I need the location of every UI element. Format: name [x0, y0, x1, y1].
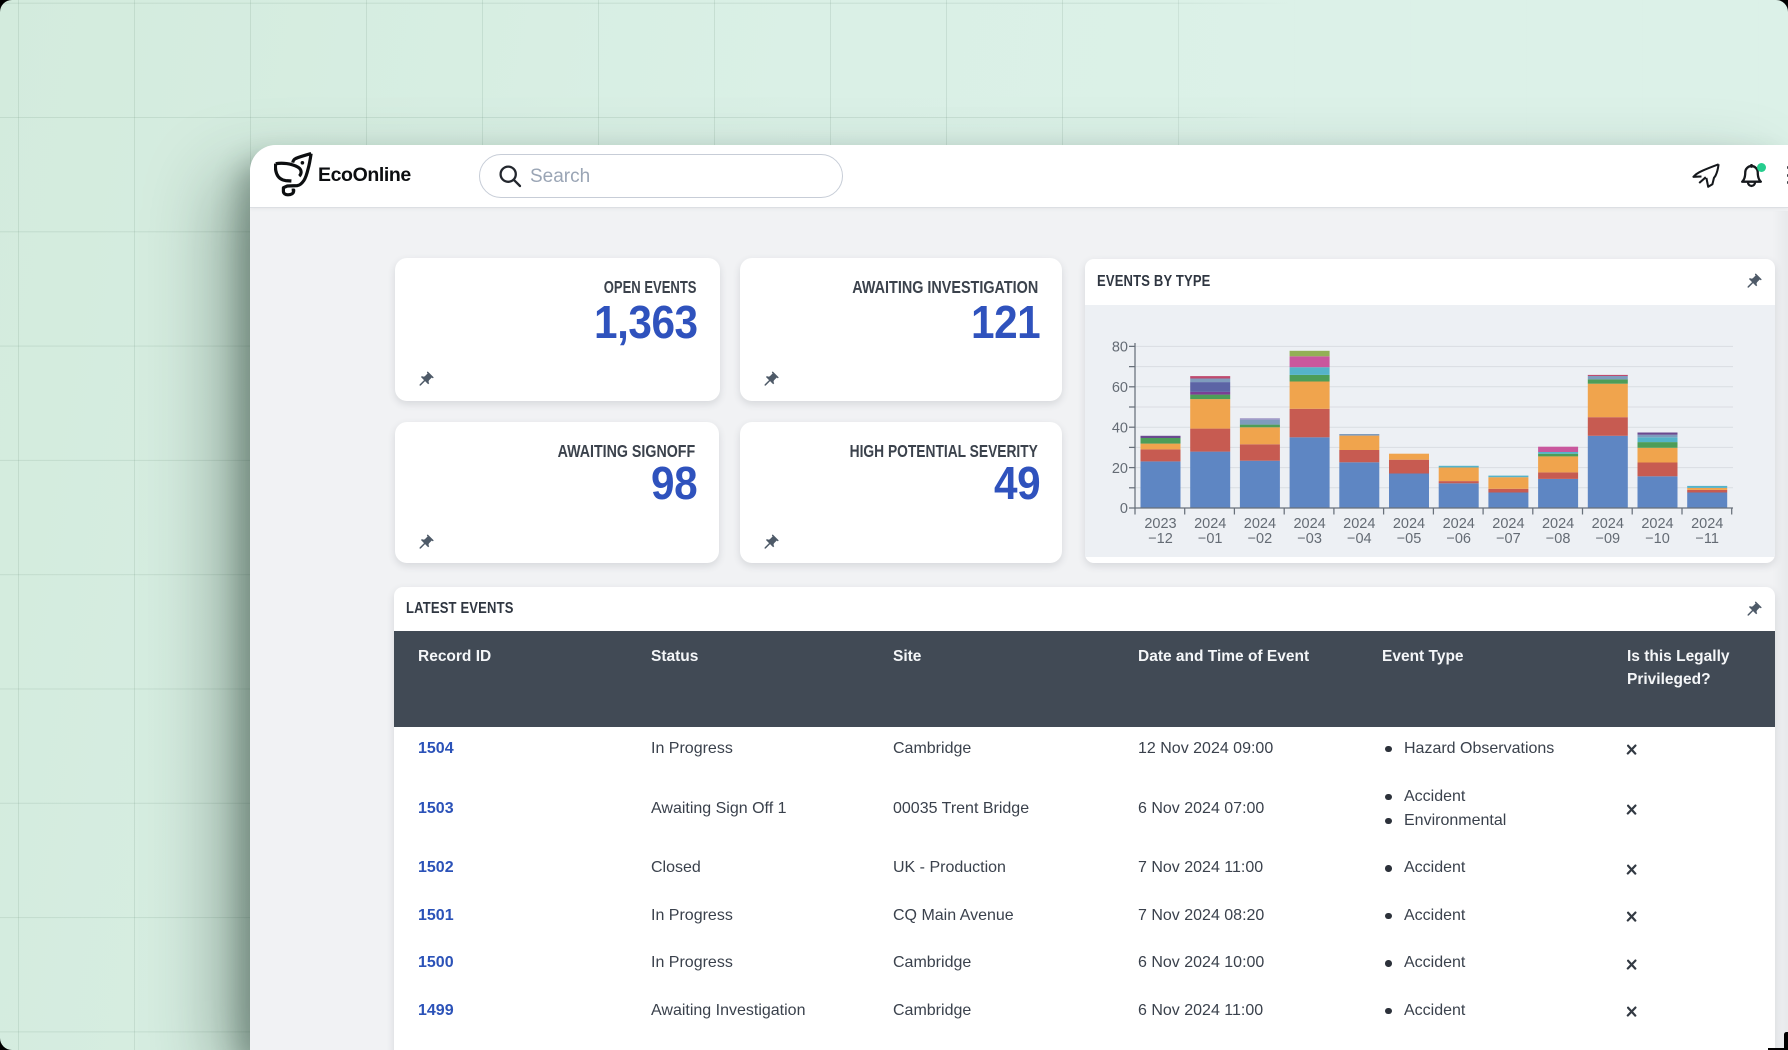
svg-text:80: 80: [1112, 340, 1128, 356]
svg-text:2024: 2024: [1492, 516, 1524, 532]
svg-text:−11: −11: [1695, 531, 1719, 547]
svg-text:−12: −12: [1148, 531, 1173, 547]
svg-text:2024: 2024: [1393, 516, 1425, 532]
svg-text:−03: −03: [1297, 531, 1322, 547]
svg-text:−01: −01: [1198, 531, 1223, 547]
svg-text:40: 40: [1112, 420, 1128, 436]
svg-text:−09: −09: [1595, 531, 1620, 547]
svg-text:2024: 2024: [1244, 516, 1276, 532]
svg-text:2024: 2024: [1691, 516, 1723, 532]
svg-text:0: 0: [1120, 501, 1128, 517]
svg-text:−07: −07: [1496, 531, 1521, 547]
svg-text:−06: −06: [1446, 531, 1471, 547]
svg-text:−02: −02: [1248, 531, 1273, 547]
svg-text:2024: 2024: [1194, 516, 1226, 532]
svg-text:−05: −05: [1397, 531, 1422, 547]
svg-text:2023: 2023: [1144, 516, 1176, 532]
svg-text:−10: −10: [1645, 531, 1670, 547]
svg-text:20: 20: [1112, 461, 1128, 477]
svg-text:2024: 2024: [1443, 516, 1475, 532]
svg-text:−04: −04: [1347, 531, 1372, 547]
svg-text:2024: 2024: [1343, 516, 1375, 532]
svg-text:2024: 2024: [1293, 516, 1325, 532]
svg-text:60: 60: [1112, 380, 1128, 396]
svg-text:2024: 2024: [1641, 516, 1673, 532]
svg-text:−08: −08: [1546, 531, 1571, 547]
svg-text:2024: 2024: [1592, 516, 1624, 532]
svg-text:2024: 2024: [1542, 516, 1574, 532]
